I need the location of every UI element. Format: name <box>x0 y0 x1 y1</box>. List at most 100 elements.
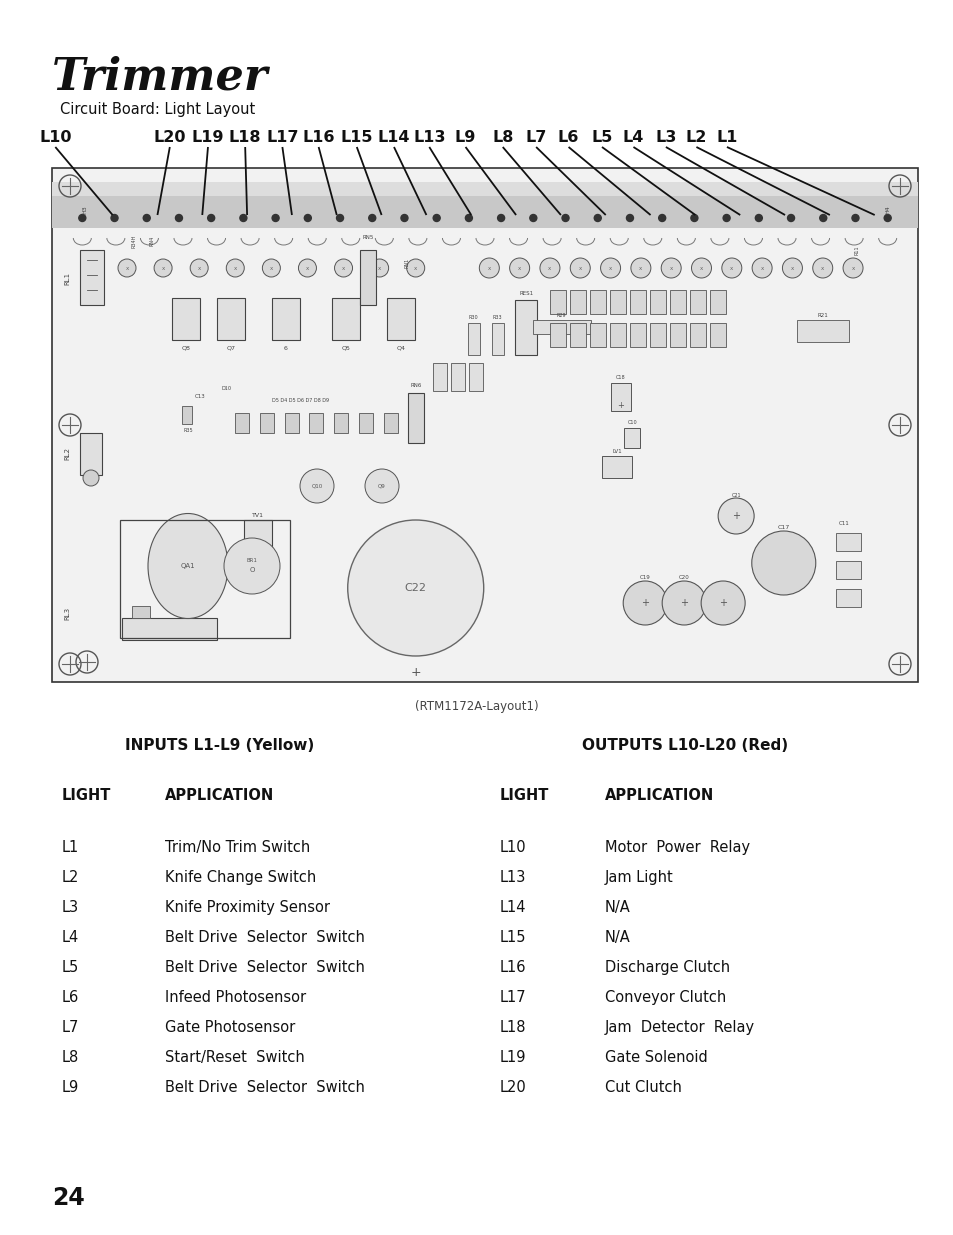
Text: +: + <box>410 666 420 679</box>
Text: C19: C19 <box>639 576 650 580</box>
Text: L10: L10 <box>39 130 71 144</box>
Text: C17: C17 <box>777 525 789 530</box>
Circle shape <box>190 259 208 277</box>
Text: L4: L4 <box>622 130 643 144</box>
Text: x: x <box>821 266 823 270</box>
Bar <box>709 324 725 347</box>
Text: Jam  Detector  Relay: Jam Detector Relay <box>604 1020 755 1035</box>
Circle shape <box>298 259 316 277</box>
Text: L8: L8 <box>492 130 513 144</box>
Bar <box>52 196 917 228</box>
Circle shape <box>83 471 99 487</box>
Text: C13: C13 <box>194 394 205 399</box>
Text: L7: L7 <box>525 130 546 144</box>
Text: x: x <box>377 266 381 270</box>
Text: R21: R21 <box>817 312 827 317</box>
Bar <box>629 290 645 314</box>
Circle shape <box>365 469 398 503</box>
Text: L15: L15 <box>499 930 526 945</box>
Text: L8: L8 <box>62 1050 79 1065</box>
Bar <box>387 298 415 340</box>
Circle shape <box>842 258 862 278</box>
Text: Q10: Q10 <box>311 483 322 489</box>
Circle shape <box>718 498 754 534</box>
Circle shape <box>154 259 172 277</box>
Text: x: x <box>341 266 345 270</box>
Text: H3: H3 <box>82 205 88 215</box>
Bar <box>433 363 447 391</box>
Text: L16: L16 <box>302 130 335 144</box>
Text: x: x <box>517 266 520 270</box>
Text: O: O <box>249 567 254 573</box>
Text: L3: L3 <box>655 130 676 144</box>
Text: Trim/No Trim Switch: Trim/No Trim Switch <box>165 840 310 855</box>
Text: BR1: BR1 <box>246 557 257 562</box>
Text: L1: L1 <box>62 840 79 855</box>
Bar <box>649 324 665 347</box>
Text: L18: L18 <box>499 1020 526 1035</box>
Text: R33: R33 <box>493 315 502 320</box>
Bar <box>334 412 348 433</box>
Circle shape <box>509 258 529 278</box>
Bar <box>549 290 565 314</box>
Bar <box>835 534 860 551</box>
Text: L9: L9 <box>62 1079 79 1095</box>
Circle shape <box>630 258 650 278</box>
Ellipse shape <box>148 514 228 619</box>
Circle shape <box>208 215 214 221</box>
Circle shape <box>594 215 600 221</box>
Bar <box>80 249 104 305</box>
Text: RN4: RN4 <box>150 236 154 246</box>
Text: C10: C10 <box>627 420 637 425</box>
Text: Infeed Photosensor: Infeed Photosensor <box>165 990 306 1005</box>
Text: x: x <box>270 266 273 270</box>
Text: L13: L13 <box>413 130 445 144</box>
Circle shape <box>304 215 311 221</box>
Circle shape <box>781 258 801 278</box>
Text: R30: R30 <box>468 315 478 320</box>
Bar <box>549 324 565 347</box>
Circle shape <box>272 215 279 221</box>
Bar <box>358 412 373 433</box>
Text: L17: L17 <box>499 990 526 1005</box>
Text: D5 D4 D5 D6 D7 D8 D9: D5 D4 D5 D6 D7 D8 D9 <box>272 398 329 403</box>
Circle shape <box>465 215 472 221</box>
Text: L15: L15 <box>340 130 373 144</box>
Text: Belt Drive  Selector  Switch: Belt Drive Selector Switch <box>165 960 364 974</box>
Text: L4: L4 <box>62 930 79 945</box>
Text: L5: L5 <box>62 960 79 974</box>
Text: R34H: R34H <box>132 235 136 248</box>
Text: APPLICATION: APPLICATION <box>604 788 714 803</box>
Text: N/A: N/A <box>604 930 630 945</box>
Bar <box>609 290 625 314</box>
Text: +: + <box>617 401 623 410</box>
Circle shape <box>336 215 343 221</box>
Text: L14: L14 <box>499 900 526 915</box>
Bar <box>408 412 422 433</box>
Text: Gate Photosensor: Gate Photosensor <box>165 1020 294 1035</box>
Text: x: x <box>306 266 309 270</box>
Bar <box>610 383 630 411</box>
Text: INPUTS L1-L9 (Yellow): INPUTS L1-L9 (Yellow) <box>125 739 314 753</box>
Circle shape <box>299 469 334 503</box>
Circle shape <box>433 215 439 221</box>
Circle shape <box>262 259 280 277</box>
Text: +: + <box>731 511 740 521</box>
Text: x: x <box>161 266 165 270</box>
Circle shape <box>111 215 118 221</box>
Text: Knife Proximity Sensor: Knife Proximity Sensor <box>165 900 330 915</box>
Text: x: x <box>548 266 551 270</box>
Text: Motor  Power  Relay: Motor Power Relay <box>604 840 749 855</box>
Circle shape <box>751 258 771 278</box>
Text: L3: L3 <box>62 900 79 915</box>
Text: Q4: Q4 <box>396 346 405 351</box>
Bar <box>689 290 705 314</box>
Text: Jam Light: Jam Light <box>604 869 673 885</box>
Text: R29: R29 <box>557 312 566 317</box>
Text: LIGHT: LIGHT <box>499 788 549 803</box>
Text: Discharge Clutch: Discharge Clutch <box>604 960 729 974</box>
Bar <box>244 520 272 562</box>
Text: Q9: Q9 <box>377 483 385 489</box>
Circle shape <box>529 215 537 221</box>
Text: +: + <box>719 598 726 608</box>
